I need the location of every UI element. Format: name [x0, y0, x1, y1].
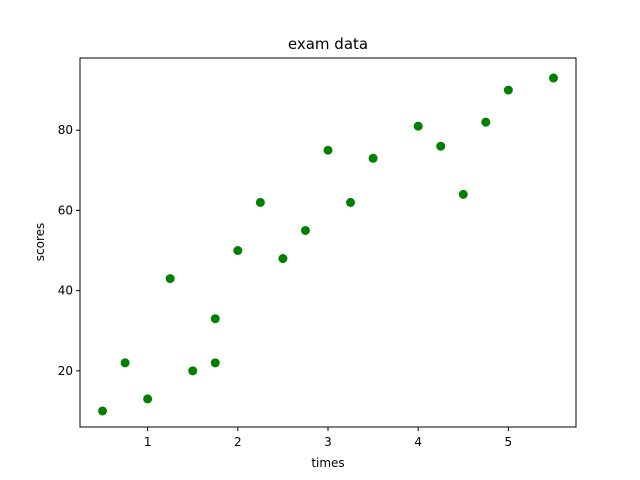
chart-title: exam data [288, 35, 368, 53]
y-axis-label: scores [33, 223, 47, 262]
x-axis: 1 2 3 4 5 [144, 427, 512, 449]
data-point [120, 358, 130, 368]
data-point [255, 197, 265, 207]
y-tick-label: 80 [58, 123, 73, 137]
data-point [188, 366, 198, 376]
data-point [143, 394, 153, 404]
data-point [165, 274, 175, 284]
data-point [233, 246, 243, 256]
x-axis-label: times [311, 456, 344, 470]
data-points [98, 73, 558, 416]
x-tick-label: 1 [144, 435, 152, 449]
data-point [413, 121, 423, 131]
data-point [98, 406, 108, 416]
data-point [300, 225, 310, 235]
y-tick-label: 60 [58, 203, 73, 217]
data-point [368, 153, 378, 163]
data-point [436, 141, 446, 151]
data-point [458, 189, 468, 199]
data-point [481, 117, 491, 127]
data-point [503, 85, 513, 95]
x-tick-label: 2 [234, 435, 242, 449]
x-tick-label: 4 [414, 435, 422, 449]
y-axis: 20 40 60 80 [58, 123, 80, 378]
y-tick-label: 40 [58, 284, 73, 298]
data-point [210, 314, 220, 324]
x-tick-label: 5 [505, 435, 513, 449]
data-point [548, 73, 558, 83]
data-point [323, 145, 333, 155]
data-point [346, 197, 356, 207]
data-point [278, 254, 288, 264]
data-point [210, 358, 220, 368]
y-tick-label: 20 [58, 364, 73, 378]
x-tick-label: 3 [324, 435, 332, 449]
plot-frame [79, 57, 577, 428]
